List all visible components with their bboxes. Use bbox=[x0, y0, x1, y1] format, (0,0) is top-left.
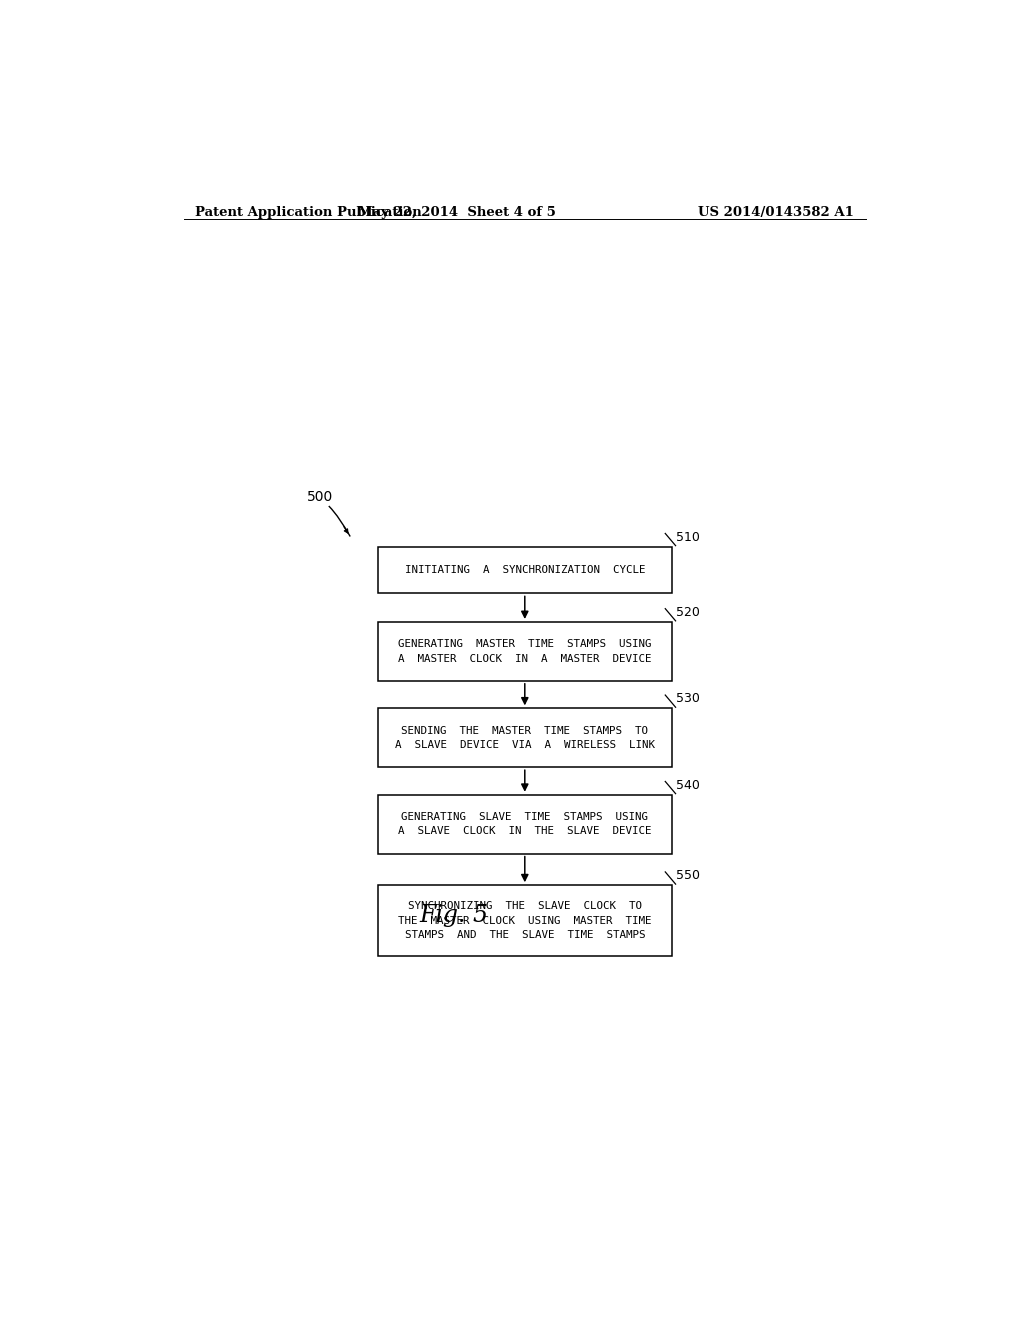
Text: 530: 530 bbox=[677, 692, 700, 705]
Text: 520: 520 bbox=[677, 606, 700, 619]
Text: SENDING  THE  MASTER  TIME  STAMPS  TO
A  SLAVE  DEVICE  VIA  A  WIRELESS  LINK: SENDING THE MASTER TIME STAMPS TO A SLAV… bbox=[395, 726, 654, 750]
Text: SYNCHRONIZING  THE  SLAVE  CLOCK  TO
THE  MASTER  CLOCK  USING  MASTER  TIME
STA: SYNCHRONIZING THE SLAVE CLOCK TO THE MAS… bbox=[398, 902, 651, 940]
Text: 550: 550 bbox=[677, 869, 700, 882]
Text: Fig. 5: Fig. 5 bbox=[419, 904, 487, 927]
Text: 500: 500 bbox=[306, 490, 333, 504]
Bar bbox=[378, 709, 672, 767]
Bar bbox=[378, 622, 672, 681]
Text: INITIATING  A  SYNCHRONIZATION  CYCLE: INITIATING A SYNCHRONIZATION CYCLE bbox=[404, 565, 645, 576]
Bar bbox=[378, 795, 672, 854]
Text: Patent Application Publication: Patent Application Publication bbox=[196, 206, 422, 219]
Bar bbox=[378, 886, 672, 956]
Text: GENERATING  MASTER  TIME  STAMPS  USING
A  MASTER  CLOCK  IN  A  MASTER  DEVICE: GENERATING MASTER TIME STAMPS USING A MA… bbox=[398, 639, 651, 664]
Text: US 2014/0143582 A1: US 2014/0143582 A1 bbox=[698, 206, 854, 219]
Text: GENERATING  SLAVE  TIME  STAMPS  USING
A  SLAVE  CLOCK  IN  THE  SLAVE  DEVICE: GENERATING SLAVE TIME STAMPS USING A SLA… bbox=[398, 812, 651, 837]
Text: 510: 510 bbox=[677, 531, 700, 544]
Bar bbox=[378, 546, 672, 594]
Text: 540: 540 bbox=[677, 779, 700, 792]
Text: May 22, 2014  Sheet 4 of 5: May 22, 2014 Sheet 4 of 5 bbox=[358, 206, 556, 219]
